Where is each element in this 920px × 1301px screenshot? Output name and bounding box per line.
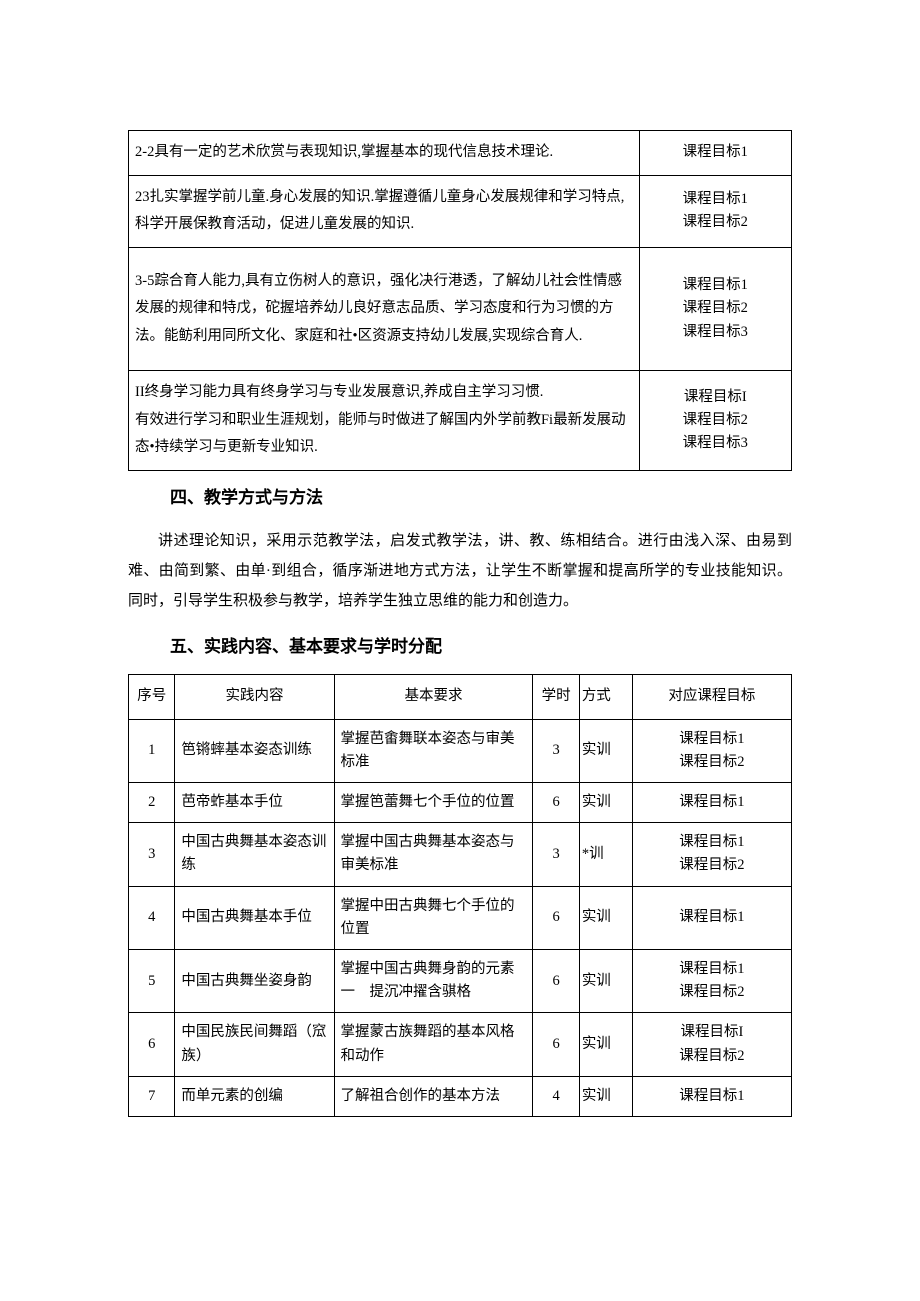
cell-mode: 实训	[579, 1013, 632, 1076]
cell-content: 芭帝蚱基本手位	[175, 783, 334, 823]
cell-num: 6	[129, 1013, 175, 1076]
cell-mode: 实训	[579, 783, 632, 823]
table-row: 1笆锵蟀基本姿态训练掌握芭畬舞联本姿态与审美标准3实训课程目标1课程目标2	[129, 719, 792, 782]
col-header-num: 序号	[129, 675, 175, 720]
cell-content: 而单元素的创编	[175, 1076, 334, 1116]
table-row: 3中国古典舞基本姿态训练掌握中国古典舞基本姿态与审美标准3*训课程目标1课程目标…	[129, 823, 792, 886]
cell-req: 掌握中国古典舞基本姿态与审美标准	[334, 823, 533, 886]
cell-content: 中国古典舞坐姿身韵	[175, 949, 334, 1012]
cell-req: 掌握笆蕾舞七个手位的位置	[334, 783, 533, 823]
table-row: 5中国古典舞坐姿身韵掌握中国古典舞身韵的元素一 提沉冲擢含骐格6实训课程目标1课…	[129, 949, 792, 1012]
cell-content: 中国古典舞基本姿态训练	[175, 823, 334, 886]
col-header-req: 基本要求	[334, 675, 533, 720]
cell-goal: 课程目标1	[632, 1076, 791, 1116]
table-row: 6中国民族民间舞蹈（窊族）掌握蒙古族舞蹈的基本风格和动作6实训课程目标I课程目标…	[129, 1013, 792, 1076]
table-row: II终身学习能力具有终身学习与专业发展意识,养成自主学习习惯.有效进行学习和职业…	[129, 371, 792, 471]
cell-num: 4	[129, 886, 175, 949]
cell-content: 中国民族民间舞蹈（窊族）	[175, 1013, 334, 1076]
cell-hours: 4	[533, 1076, 579, 1116]
section-4-heading: 四、教学方式与方法	[128, 483, 792, 514]
cell-mode: 实训	[579, 886, 632, 949]
col-header-mode: 方式	[579, 675, 632, 720]
cell-mode: 实训	[579, 949, 632, 1012]
requirement-desc: II终身学习能力具有终身学习与专业发展意识,养成自主学习习惯.有效进行学习和职业…	[129, 371, 640, 471]
table-header-row: 序号 实践内容 基本要求 学时 方式 对应课程目标	[129, 675, 792, 720]
cell-hours: 6	[533, 949, 579, 1012]
requirement-goal: 课程目标1课程目标2	[639, 175, 792, 247]
cell-goal: 课程目标1	[632, 886, 791, 949]
table-row: 7而单元素的创编了解祖合创作的基本方法4实训课程目标1	[129, 1076, 792, 1116]
table-row: 2芭帝蚱基本手位掌握笆蕾舞七个手位的位置6实训课程目标1	[129, 783, 792, 823]
cell-num: 2	[129, 783, 175, 823]
col-header-goal: 对应课程目标	[632, 675, 791, 720]
cell-goal: 课程目标I课程目标2	[632, 1013, 791, 1076]
cell-req: 了解祖合创作的基本方法	[334, 1076, 533, 1116]
cell-hours: 3	[533, 719, 579, 782]
requirement-goal: 课程目标1课程目标2课程目标3	[639, 247, 792, 371]
cell-num: 5	[129, 949, 175, 1012]
cell-req: 掌握中国古典舞身韵的元素一 提沉冲擢含骐格	[334, 949, 533, 1012]
col-header-hours: 学时	[533, 675, 579, 720]
requirement-goal: 课程目标I课程目标2课程目标3	[639, 371, 792, 471]
section-5-heading: 五、实践内容、基本要求与学时分配	[128, 632, 792, 663]
cell-goal: 课程目标1课程目标2	[632, 949, 791, 1012]
section-4-paragraph: 讲述理论知识，采用示范教学法，启发式教学法，讲、教、练相结合。进行由浅入深、由易…	[128, 526, 792, 616]
cell-num: 3	[129, 823, 175, 886]
table-row: 23扎实掌握学前儿童.身心发展的知识.掌握遵循儿童身心发展规律和学习特点,科学开…	[129, 175, 792, 247]
cell-num: 1	[129, 719, 175, 782]
requirement-goal: 课程目标1	[639, 131, 792, 176]
requirement-desc: 23扎实掌握学前儿童.身心发展的知识.掌握遵循儿童身心发展规律和学习特点,科学开…	[129, 175, 640, 247]
requirement-desc: 2-2具有一定的艺术欣赏与表现知识,掌握基本的现代信息技术理论.	[129, 131, 640, 176]
cell-goal: 课程目标1	[632, 783, 791, 823]
cell-hours: 6	[533, 783, 579, 823]
col-header-content: 实践内容	[175, 675, 334, 720]
cell-hours: 6	[533, 1013, 579, 1076]
cell-content: 中国古典舞基本手位	[175, 886, 334, 949]
cell-hours: 3	[533, 823, 579, 886]
cell-goal: 课程目标1课程目标2	[632, 719, 791, 782]
cell-content: 笆锵蟀基本姿态训练	[175, 719, 334, 782]
table-row: 3-5踪合育人能力,具有立伤树人的意识，强化决行港透，了解幼儿社会性情感发展的规…	[129, 247, 792, 371]
cell-req: 掌握中田古典舞七个手位的位置	[334, 886, 533, 949]
cell-req: 掌握芭畬舞联本姿态与审美标准	[334, 719, 533, 782]
graduation-requirements-table: 2-2具有一定的艺术欣赏与表现知识,掌握基本的现代信息技术理论. 课程目标1 2…	[128, 130, 792, 471]
cell-req: 掌握蒙古族舞蹈的基本风格和动作	[334, 1013, 533, 1076]
cell-mode: *训	[579, 823, 632, 886]
cell-hours: 6	[533, 886, 579, 949]
cell-mode: 实训	[579, 1076, 632, 1116]
cell-mode: 实训	[579, 719, 632, 782]
cell-num: 7	[129, 1076, 175, 1116]
requirement-desc: 3-5踪合育人能力,具有立伤树人的意识，强化决行港透，了解幼儿社会性情感发展的规…	[129, 247, 640, 371]
table-row: 4中国古典舞基本手位掌握中田古典舞七个手位的位置6实训课程目标1	[129, 886, 792, 949]
table-row: 2-2具有一定的艺术欣赏与表现知识,掌握基本的现代信息技术理论. 课程目标1	[129, 131, 792, 176]
cell-goal: 课程目标1课程目标2	[632, 823, 791, 886]
practice-content-table: 序号 实践内容 基本要求 学时 方式 对应课程目标 1笆锵蟀基本姿态训练掌握芭畬…	[128, 674, 792, 1117]
